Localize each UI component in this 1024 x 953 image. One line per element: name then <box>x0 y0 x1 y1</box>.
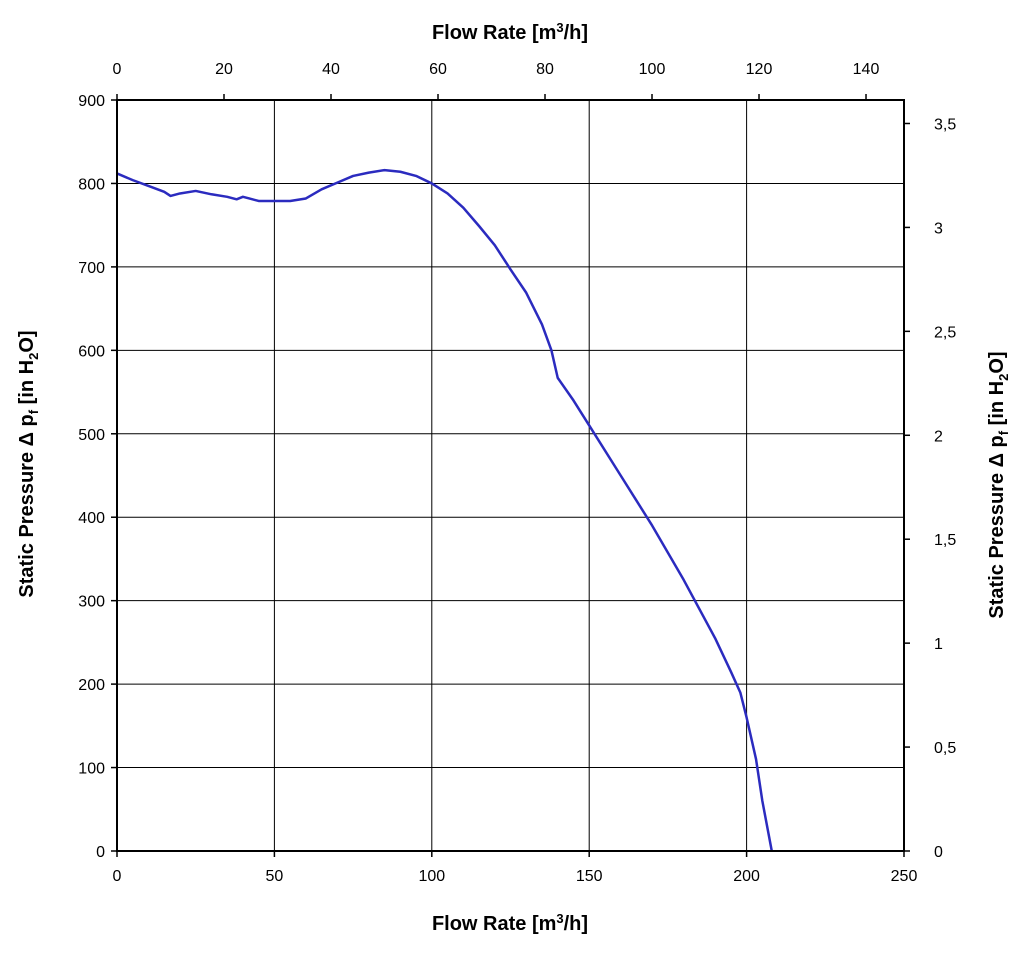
left-tick-label: 400 <box>78 510 105 527</box>
right-tick-label: 3,5 <box>934 116 956 133</box>
bottom-tick-label: 150 <box>576 868 603 885</box>
left-tick-label: 900 <box>78 93 105 110</box>
right-axis-title: Static Pressure Δ pf [in H2O] <box>986 351 1011 618</box>
bottom-tick-label: 0 <box>113 868 122 885</box>
left-tick-label: 0 <box>96 844 105 861</box>
top-tick-label: 20 <box>215 61 233 78</box>
right-axis: 0 0,5 1 1,5 2 2,5 3 3,5 <box>904 116 956 861</box>
right-tick-label: 2,5 <box>934 324 956 341</box>
bottom-tick-label: 250 <box>891 868 918 885</box>
top-axis-title: Flow Rate [m3/h] <box>432 20 588 44</box>
left-tick-label: 300 <box>78 594 105 611</box>
right-tick-label: 1 <box>934 636 943 653</box>
right-tick-label: 2 <box>934 428 943 445</box>
bottom-tick-label: 100 <box>418 868 445 885</box>
right-tick-label: 0 <box>934 844 943 861</box>
top-tick-label: 40 <box>322 61 340 78</box>
top-tick-label: 140 <box>853 61 880 78</box>
right-tick-label: 0,5 <box>934 740 956 757</box>
top-tick-label: 60 <box>429 61 447 78</box>
left-tick-label: 200 <box>78 677 105 694</box>
bottom-axis: 0 50 100 150 200 250 <box>113 851 918 885</box>
bottom-tick-label: 200 <box>733 868 760 885</box>
grid <box>117 100 904 851</box>
series-line-static-pressure <box>116 168 774 852</box>
top-tick-label: 120 <box>746 61 773 78</box>
left-tick-label: 800 <box>78 176 105 193</box>
left-tick-label: 500 <box>78 427 105 444</box>
left-axis: 0 100 200 300 400 500 600 700 800 900 <box>78 93 117 861</box>
left-tick-label: 600 <box>78 343 105 360</box>
top-axis: 0 20 40 60 80 100 120 140 <box>113 61 880 100</box>
right-tick-label: 1,5 <box>934 532 956 549</box>
top-tick-label: 0 <box>113 61 122 78</box>
top-tick-label: 80 <box>536 61 554 78</box>
plot-frame <box>116 99 905 852</box>
bottom-axis-title: Flow Rate [m3/h] <box>432 911 588 935</box>
left-tick-label: 700 <box>78 260 105 277</box>
bottom-tick-label: 50 <box>266 868 284 885</box>
right-tick-label: 3 <box>934 220 943 237</box>
left-tick-label: 100 <box>78 761 105 778</box>
left-axis-title: Static Pressure Δ pf [in H2O] <box>16 330 41 597</box>
top-tick-label: 100 <box>639 61 666 78</box>
